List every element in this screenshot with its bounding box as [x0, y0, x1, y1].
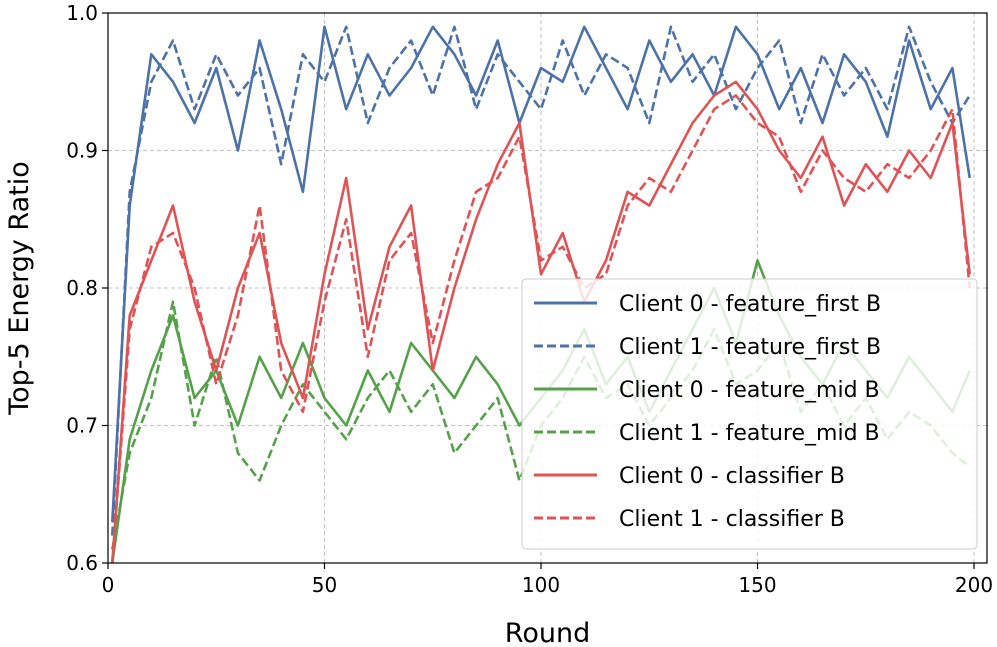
- y-tick-label-1: 0.7: [66, 414, 98, 438]
- y-tick-label-2: 0.8: [66, 276, 98, 300]
- series-layer: [111, 25, 971, 564]
- y-tick-label-4: 1.0: [66, 1, 98, 25]
- x-tick-label-4: 200: [955, 573, 993, 597]
- y-tick-label-0: 0.6: [66, 551, 98, 575]
- legend-box: [521, 278, 978, 550]
- legend-label-1: Client 1 - feature_first B: [619, 335, 881, 360]
- legend-label-4: Client 0 - classifier B: [619, 464, 845, 489]
- x-tick-label-0: 0: [102, 573, 115, 597]
- x-tick-label-1: 50: [312, 573, 337, 597]
- series-line-4: [111, 80, 971, 564]
- x-tick-label-3: 150: [738, 573, 776, 597]
- x-tick-label-2: 100: [522, 573, 560, 597]
- legend-label-2: Client 0 - feature_mid B: [619, 378, 880, 403]
- y-axis-label: Top-5 Energy Ratio: [4, 161, 35, 416]
- y-tick-label-3: 0.9: [66, 139, 98, 163]
- legend: Client 0 - feature_first B Client 1 - fea…: [521, 278, 978, 550]
- legend-label-5: Client 1 - classifier B: [619, 507, 845, 532]
- series-1: [111, 25, 971, 536]
- y-axis-ticks: 0.6 0.7 0.8 0.9 1.0: [66, 1, 108, 575]
- x-axis-ticks: 0 50 100 150 200: [102, 563, 993, 597]
- series-line-1: [111, 25, 971, 536]
- series-4: [111, 80, 971, 564]
- x-axis-label: Round: [505, 618, 590, 647]
- series-line-5: [111, 94, 971, 564]
- series-5: [111, 94, 971, 564]
- legend-label-0: Client 0 - feature_first B: [619, 292, 881, 317]
- legend-label-3: Client 1 - feature_mid B: [619, 421, 880, 446]
